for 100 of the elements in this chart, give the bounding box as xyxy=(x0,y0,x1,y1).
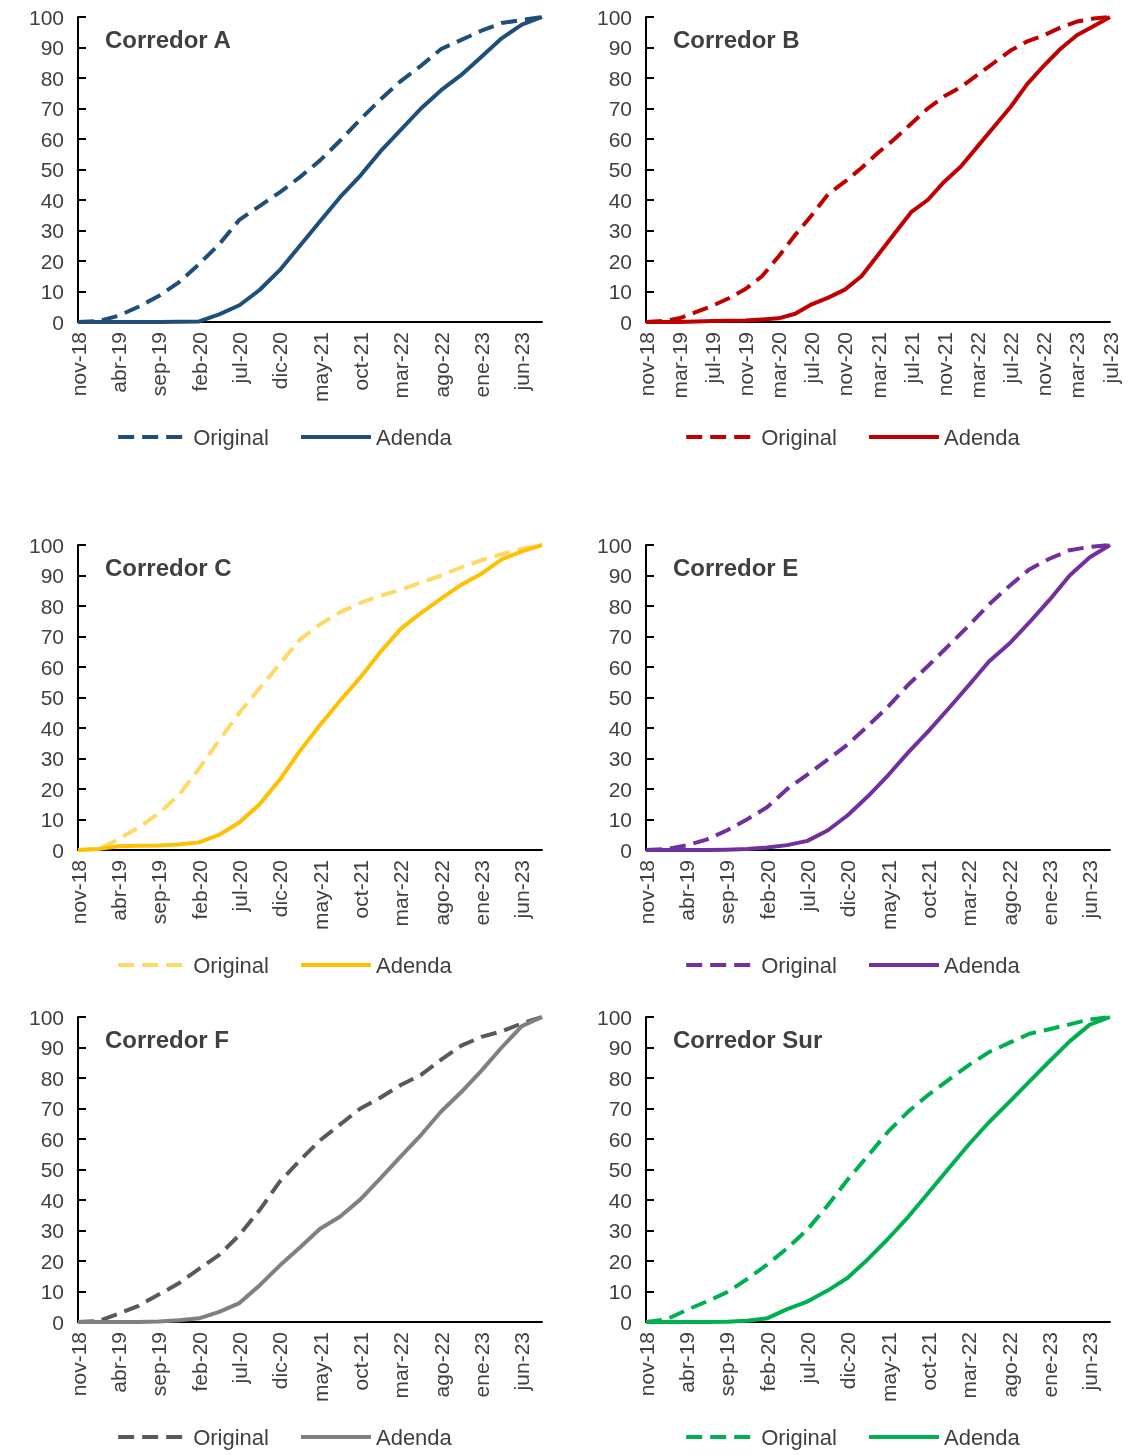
x-tick-label: nov-22 xyxy=(1032,332,1056,397)
x-tick-label: ago-22 xyxy=(429,1332,453,1398)
x-tick-label: nov-18 xyxy=(634,332,658,397)
y-tick-label: 70 xyxy=(608,97,632,120)
x-tick-label: ago-22 xyxy=(997,1332,1021,1398)
y-tick-label: 100 xyxy=(596,1005,632,1029)
legend-label: Original xyxy=(193,424,269,450)
x-tick-label: ago-22 xyxy=(997,860,1021,926)
line-series xyxy=(76,543,544,852)
x-tick-label: sep-19 xyxy=(715,1332,739,1397)
chart-title: Corredor A xyxy=(105,25,231,53)
x-tick-label: feb-20 xyxy=(755,860,779,920)
x-tick-label: nov-21 xyxy=(932,332,956,397)
y-tick-label: 60 xyxy=(40,655,64,679)
y-tick-label: 20 xyxy=(40,1249,64,1273)
x-tick-label: oct-21 xyxy=(348,332,372,391)
y-tick-label: 80 xyxy=(608,66,632,90)
chart-title: Corredor B xyxy=(673,25,800,53)
y-tick-label: 80 xyxy=(40,66,64,90)
legend-label: Original xyxy=(193,1424,269,1450)
x-tick-label: ene-23 xyxy=(469,860,493,926)
x-tick-label: jul-22 xyxy=(999,332,1023,385)
y-tick-label: 10 xyxy=(608,280,632,303)
x-tick-label: feb-20 xyxy=(187,860,211,920)
y-tick-label: 10 xyxy=(40,1280,64,1303)
y-tick-label: 30 xyxy=(40,747,64,770)
x-tick-label: ago-22 xyxy=(429,860,453,926)
y-tick-label: 40 xyxy=(608,188,632,212)
y-tick-label: 30 xyxy=(608,747,632,770)
x-tick-label: jul-20 xyxy=(227,332,251,385)
line-series xyxy=(76,1015,544,1324)
x-tick-label: may-21 xyxy=(308,332,332,403)
x-tick-label: abr-19 xyxy=(106,860,130,921)
x-tick-label: jul-20 xyxy=(800,332,824,385)
y-tick-label: 60 xyxy=(608,655,632,679)
x-tick-label: nov-18 xyxy=(634,1332,658,1397)
x-tick-label: jul-20 xyxy=(795,1332,819,1385)
chart-title: Corredor C xyxy=(105,553,232,581)
x-tick-label: abr-19 xyxy=(674,860,698,921)
x-tick-label: feb-20 xyxy=(187,1332,211,1392)
x-tick-label: mar-21 xyxy=(866,332,890,399)
x-tick-label: mar-22 xyxy=(389,332,413,399)
y-tick-label: 100 xyxy=(596,5,632,29)
legend-label: Original xyxy=(761,1424,837,1450)
x-tick-label: mar-19 xyxy=(667,332,691,399)
y-tick-label: 70 xyxy=(40,625,64,648)
y-tick-label: 100 xyxy=(28,5,64,29)
x-tick-label: abr-19 xyxy=(674,1332,698,1393)
x-tick-label: jun-23 xyxy=(510,332,534,392)
x-tick-label: may-21 xyxy=(308,860,332,931)
x-tick-label: dic-20 xyxy=(268,1332,292,1390)
x-tick-label: ago-22 xyxy=(429,332,453,398)
y-tick-label: 40 xyxy=(40,1188,64,1212)
x-tick-label: ene-23 xyxy=(1037,860,1061,926)
x-tick-label: mar-23 xyxy=(1065,332,1089,399)
y-tick-label: 20 xyxy=(608,777,632,801)
y-tick-label: 80 xyxy=(608,1066,632,1090)
y-tick-label: 20 xyxy=(40,777,64,801)
y-tick-label: 70 xyxy=(608,1097,632,1120)
y-tick-label: 0 xyxy=(620,310,632,334)
y-tick-label: 90 xyxy=(608,564,632,587)
y-tick-label: 30 xyxy=(608,1219,632,1242)
y-tick-label: 60 xyxy=(608,127,632,151)
y-tick-label: 50 xyxy=(608,158,632,181)
y-tick-label: 100 xyxy=(596,533,632,557)
legend-label: Adenda xyxy=(943,1424,1021,1450)
x-tick-label: oct-21 xyxy=(916,1332,940,1391)
x-tick-label: sep-19 xyxy=(715,860,739,925)
y-tick-label: 70 xyxy=(40,1097,64,1120)
y-tick-label: 0 xyxy=(52,1310,64,1334)
y-tick-label: 40 xyxy=(40,188,64,212)
x-tick-label: jun-23 xyxy=(1078,1332,1102,1392)
x-tick-label: nov-18 xyxy=(66,332,90,397)
x-tick-label: ene-23 xyxy=(469,1332,493,1398)
y-tick-label: 30 xyxy=(608,219,632,242)
legend-label: Adenda xyxy=(375,1424,453,1450)
y-tick-label: 20 xyxy=(608,249,632,273)
y-tick-label: 50 xyxy=(40,686,64,709)
x-tick-label: ene-23 xyxy=(1037,1332,1061,1398)
y-tick-label: 0 xyxy=(52,838,64,862)
y-tick-label: 100 xyxy=(28,533,64,557)
y-tick-label: 60 xyxy=(40,1127,64,1151)
y-tick-label: 70 xyxy=(40,97,64,120)
y-tick-label: 60 xyxy=(40,127,64,151)
y-tick-label: 70 xyxy=(608,625,632,648)
y-tick-label: 90 xyxy=(40,564,64,587)
x-tick-label: sep-19 xyxy=(147,860,171,925)
x-tick-label: dic-20 xyxy=(268,332,292,390)
y-tick-label: 50 xyxy=(608,1158,632,1181)
x-tick-label: mar-22 xyxy=(965,332,989,399)
y-tick-label: 50 xyxy=(608,686,632,709)
x-tick-label: oct-21 xyxy=(348,1332,372,1391)
y-tick-label: 10 xyxy=(40,280,64,303)
y-tick-label: 40 xyxy=(40,716,64,740)
x-tick-label: may-21 xyxy=(876,860,900,931)
x-tick-label: abr-19 xyxy=(106,332,130,393)
x-tick-label: may-21 xyxy=(876,1332,900,1403)
x-tick-label: nov-20 xyxy=(833,332,857,397)
y-tick-label: 40 xyxy=(608,1188,632,1212)
x-tick-label: jul-20 xyxy=(227,860,251,913)
